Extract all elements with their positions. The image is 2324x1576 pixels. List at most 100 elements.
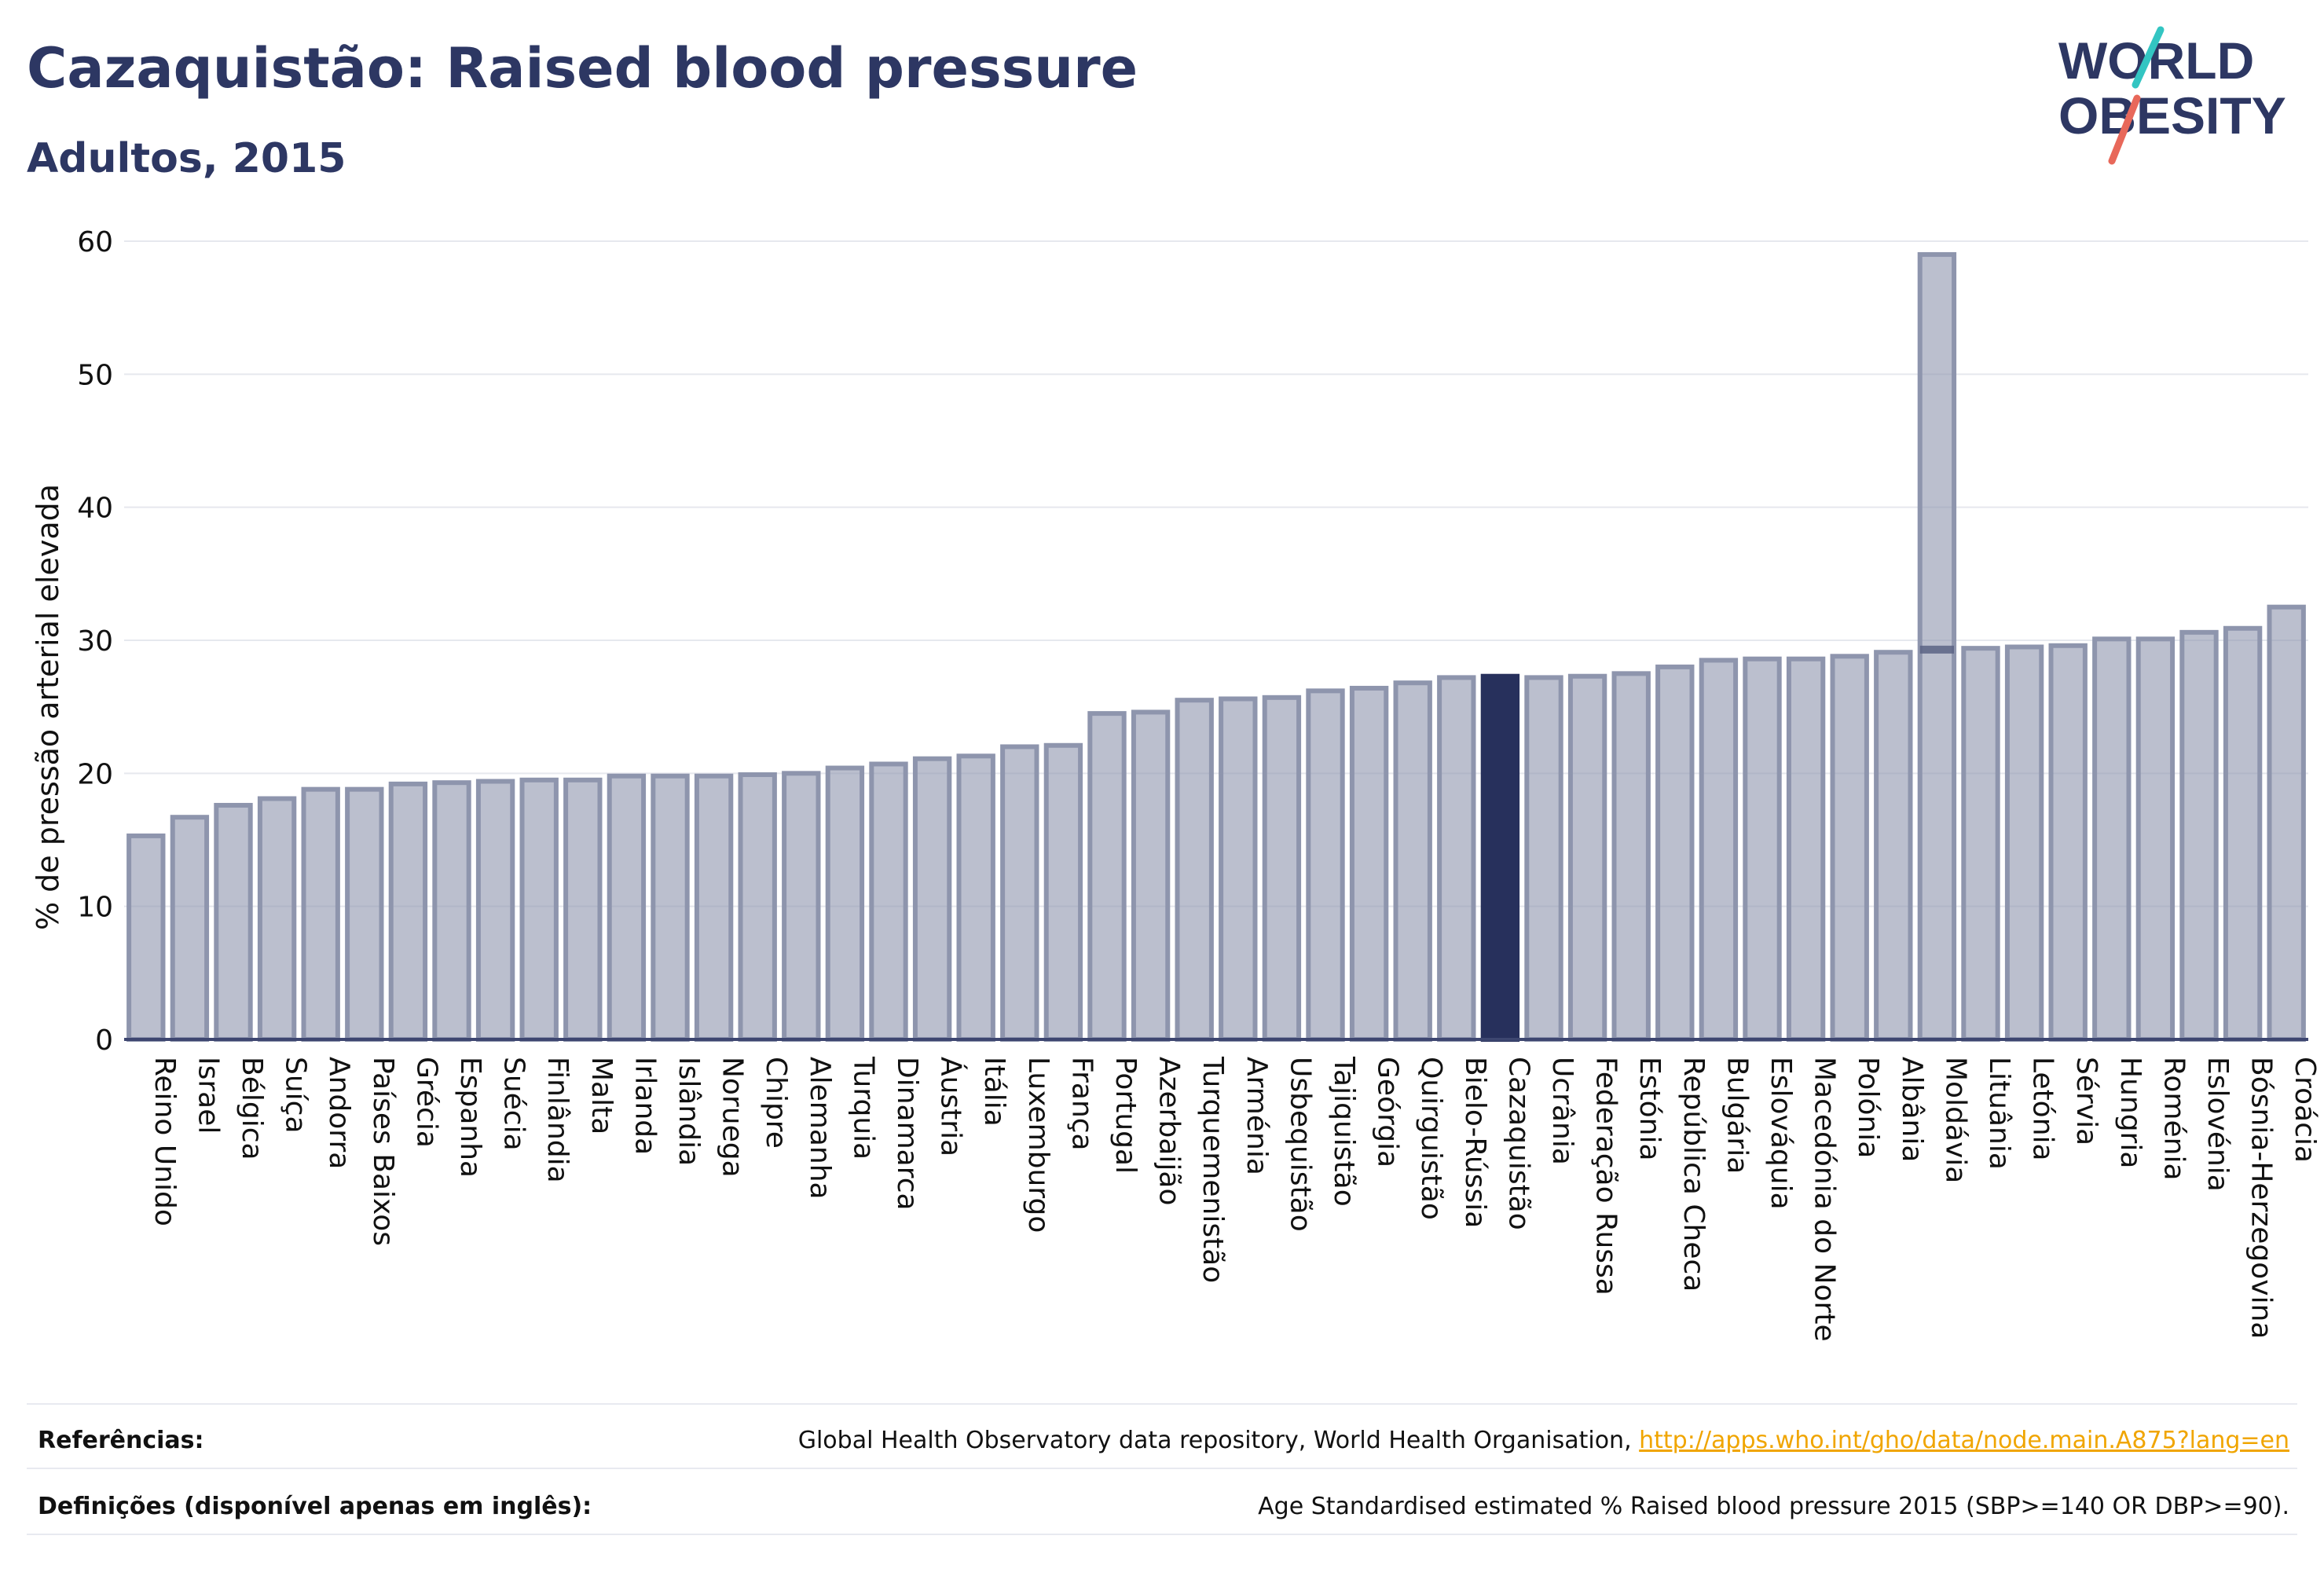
bars xyxy=(126,251,2306,1043)
bar xyxy=(2223,625,2263,1042)
bar xyxy=(2092,636,2132,1042)
x-tick-label: Macedónia do Norte xyxy=(1809,1057,1841,1342)
bar-chart: 0 10 20 30 40 50 60 Reino Unido Israel Bélgica Su… xyxy=(31,226,2321,1342)
bar xyxy=(563,777,603,1042)
bar xyxy=(2267,604,2306,1042)
x-tick-label: Quirguistão xyxy=(1415,1057,1447,1220)
x-tick-label: Bósnia-Herzegovina xyxy=(2245,1057,2278,1339)
references-text: Global Health Observatory data repositor… xyxy=(797,1427,1640,1454)
y-tick-label: 10 xyxy=(77,892,113,924)
bar xyxy=(1655,664,1695,1042)
x-tick-label: Lituânia xyxy=(1983,1057,2015,1170)
bar xyxy=(1786,656,1826,1042)
x-tick-label: Malta xyxy=(585,1057,618,1134)
bar xyxy=(2179,629,2219,1042)
x-tick-label: França xyxy=(1065,1057,1098,1151)
x-tick-label: Sérvia xyxy=(2070,1057,2102,1145)
y-tick-label: 50 xyxy=(77,359,113,391)
chart-title: Cazaquistão: Raised blood pressure xyxy=(27,36,1138,101)
x-tick-label: Suíça xyxy=(280,1057,312,1134)
bar xyxy=(1437,675,1476,1042)
x-tick-label: Finlândia xyxy=(541,1057,574,1183)
x-tick-label: Ucrânia xyxy=(1546,1057,1578,1165)
y-tick-label: 0 xyxy=(95,1024,113,1057)
bar xyxy=(1219,696,1258,1042)
bar xyxy=(1262,695,1302,1043)
bar xyxy=(519,777,559,1042)
references-value: Global Health Observatory data repositor… xyxy=(798,1427,2289,1454)
bar xyxy=(1874,650,1913,1042)
definitions-label: Definições (disponível apenas em inglês)… xyxy=(38,1493,592,1520)
bar xyxy=(2004,644,2044,1042)
bar xyxy=(126,833,166,1043)
references-label: Referências: xyxy=(38,1427,204,1454)
logo-text-obesity: OBESITY xyxy=(2058,86,2286,145)
x-tick-label: Roménia xyxy=(2157,1057,2190,1181)
references-link[interactable]: http://apps.who.int/gho/data/node.main.A… xyxy=(1639,1427,2289,1454)
x-tick-label: Bélgica xyxy=(236,1057,268,1160)
bar xyxy=(738,772,777,1042)
x-tick-label: Suécia xyxy=(498,1057,530,1151)
bar xyxy=(432,780,471,1042)
bar xyxy=(345,786,384,1042)
bar xyxy=(1611,671,1651,1042)
x-tick-label: Polónia xyxy=(1852,1057,1884,1158)
bar xyxy=(475,779,515,1042)
bar xyxy=(1349,685,1389,1043)
bar xyxy=(825,765,865,1042)
bar xyxy=(388,781,428,1042)
x-tick-label: Grécia xyxy=(410,1057,442,1148)
logo-slash-teal xyxy=(2132,26,2165,89)
bar xyxy=(912,756,952,1042)
x-tick-label: Andorra xyxy=(323,1057,355,1169)
bar xyxy=(1131,709,1171,1042)
y-tick-label: 30 xyxy=(77,625,113,658)
y-tick-label: 40 xyxy=(77,493,113,525)
x-tick-label: Estónia xyxy=(1633,1057,1666,1161)
x-tick-label: Croácia xyxy=(2289,1057,2321,1163)
x-tick-label: Hungria xyxy=(2114,1057,2146,1168)
x-tick-label: Federação Russa xyxy=(1590,1057,1622,1296)
x-tick-label: Azerbaijão xyxy=(1153,1057,1186,1205)
world-obesity-logo: WORLD OBESITY xyxy=(2058,26,2286,165)
x-tick-label: Moldávia xyxy=(1939,1057,1971,1183)
bar xyxy=(257,796,297,1042)
x-tick-label: Cazaquistão xyxy=(1502,1057,1534,1230)
bar xyxy=(651,773,690,1042)
x-tick-label: Albânia xyxy=(1896,1057,1928,1162)
x-tick-label: Noruega xyxy=(717,1057,749,1178)
bar xyxy=(214,802,253,1043)
y-axis-label: % de pressão arterial elevada xyxy=(31,484,65,930)
bar xyxy=(1961,646,2000,1042)
x-tick-label: Eslováquia xyxy=(1765,1057,1797,1210)
x-axis: Reino Unido Israel Bélgica Suíça Andorra País… xyxy=(124,1038,2321,1342)
bar xyxy=(694,773,734,1042)
x-tick-label: Alemanha xyxy=(804,1057,836,1200)
x-tick-label: Islândia xyxy=(673,1057,705,1166)
x-tick-label: Turquia xyxy=(847,1056,879,1160)
logo-slash-red xyxy=(2108,94,2141,165)
footer-divider-top xyxy=(27,1403,2297,1405)
bar xyxy=(869,761,908,1042)
x-tick-label: Itália xyxy=(978,1057,1010,1127)
x-tick-label: Turquemenistão xyxy=(1197,1056,1229,1283)
x-tick-label: Arménia xyxy=(1241,1057,1273,1175)
bar xyxy=(1087,711,1127,1043)
bar-reference-marker xyxy=(1919,645,1955,654)
bar xyxy=(1567,673,1607,1042)
bar xyxy=(1175,698,1214,1042)
footer-divider-bottom xyxy=(27,1534,2297,1535)
bar xyxy=(170,815,210,1043)
x-tick-label: Áustria xyxy=(935,1057,968,1156)
x-tick-label: Eslovénia xyxy=(2201,1057,2234,1192)
bar xyxy=(2048,643,2088,1042)
bar xyxy=(1524,675,1563,1042)
bar xyxy=(607,773,647,1042)
x-tick-label: Chipre xyxy=(760,1057,792,1149)
bar xyxy=(1306,688,1345,1042)
x-tick-label: Usbequistão xyxy=(1284,1057,1316,1232)
y-axis: 0 10 20 30 40 50 60 xyxy=(77,226,113,1057)
bar xyxy=(1480,673,1520,1042)
definitions-value: Age Standardised estimated % Raised bloo… xyxy=(1258,1493,2289,1520)
bar xyxy=(301,786,340,1042)
